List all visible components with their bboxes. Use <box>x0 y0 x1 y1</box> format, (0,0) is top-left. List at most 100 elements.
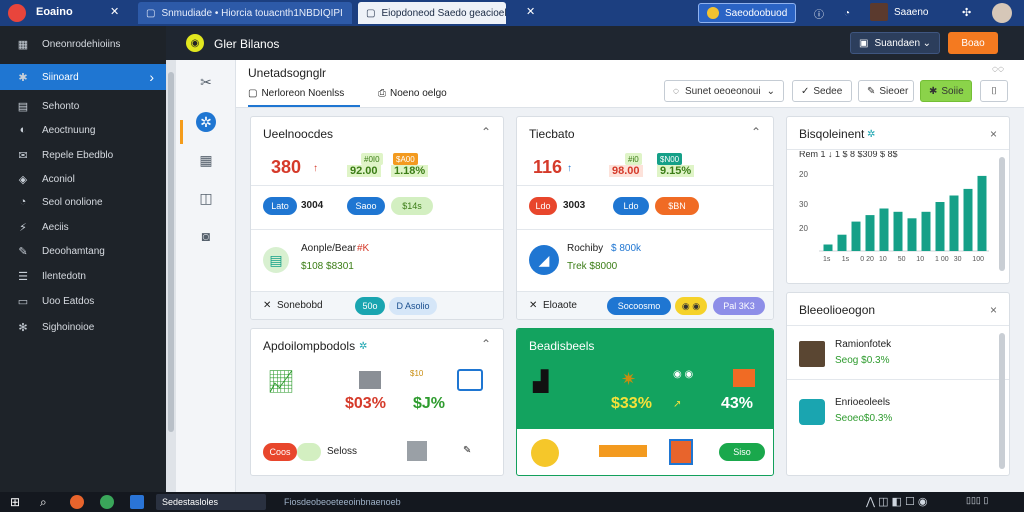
chat-icon[interactable]: ◔ <box>843 7 851 19</box>
avatar[interactable] <box>870 3 888 21</box>
book-icon <box>669 439 693 465</box>
windows-icon[interactable]: ⊞ <box>10 495 21 509</box>
chip-green[interactable]: $14s <box>391 197 433 215</box>
item-title[interactable]: Rochiby <box>567 243 604 254</box>
sidebar-item[interactable]: ▤ Sehonto <box>0 94 166 118</box>
primary-button[interactable]: ✱ Soiie <box>920 80 972 102</box>
sidebar-item[interactable]: ◐ Aeoctnuung <box>0 118 166 142</box>
chip-blue[interactable]: Lato <box>263 197 297 215</box>
metric-secondary: 92.00 <box>347 165 381 177</box>
taskbar-app-2[interactable]: Fiosdeobeoeteeoinbnaenoeb <box>284 497 401 507</box>
item-subtitle: $108 $8301 <box>301 261 354 272</box>
chevron-up-icon[interactable]: ⌃ <box>750 125 761 139</box>
chip-red[interactable]: Ldo <box>529 197 557 215</box>
window-controls-icon[interactable]: ◌◌ <box>992 64 1004 75</box>
secondary-button-2[interactable]: ✎ Sieoer <box>858 80 914 102</box>
close-icon[interactable]: × <box>989 127 997 141</box>
close-tab-icon[interactable]: ✕ <box>526 6 536 18</box>
item-icon: ◢ <box>529 245 559 275</box>
card-1: Ueelnoocdes ⌃ 380 ↑ #0I0 $A00 92.00 1.18… <box>250 116 504 320</box>
bolt-icon: ⚡︎ <box>19 221 27 234</box>
sidebar-item[interactable]: ✻ Sighoinoioe <box>0 315 166 339</box>
clock-icon[interactable]: ▯▯▯ ▯ <box>966 495 989 505</box>
close-icon[interactable]: × <box>989 303 997 317</box>
browser-icon[interactable] <box>70 495 84 509</box>
sidebar-item[interactable]: ⚡︎ Aeciis <box>0 215 166 239</box>
close-icon[interactable]: ✕ <box>110 6 120 18</box>
sidebar-item-label: Seol onolione <box>42 196 103 208</box>
tools-icon[interactable]: ✂ <box>200 73 212 90</box>
user-label[interactable]: Saaeno <box>894 7 929 18</box>
system-tray-icons[interactable]: ⋀ ◫ ◧ ☐ ◉ <box>866 496 928 508</box>
app-icon[interactable] <box>130 495 144 509</box>
avatar <box>799 399 825 425</box>
sidebar-scrollbar[interactable] <box>166 60 176 492</box>
profile-label[interactable]: Eoaino <box>36 6 73 18</box>
coin-chip[interactable]: ◉ ◉ <box>675 297 707 315</box>
sidebar-item[interactable]: ✱ Siinoard › <box>0 64 166 90</box>
bar[interactable] <box>837 234 847 251</box>
bar[interactable] <box>893 211 903 251</box>
sidebar-item[interactable]: ☰ Ilentedotn <box>0 264 166 288</box>
bar[interactable] <box>907 218 917 251</box>
footer-chip-2[interactable]: D Asolio <box>389 297 437 315</box>
bar[interactable] <box>879 208 889 252</box>
tab-secondary[interactable]: ⎙ Noeno oelgo <box>378 88 447 99</box>
cta-button[interactable]: Boao <box>948 32 998 54</box>
list-item-title[interactable]: Enrioeoleels <box>835 397 891 408</box>
taskbar-app-1[interactable]: Sedestasloles <box>156 494 266 510</box>
bar[interactable] <box>921 211 931 251</box>
settings-icon[interactable]: ✣ <box>962 7 972 19</box>
dashboard-icon[interactable]: ✲ <box>196 112 216 132</box>
tab-main[interactable]: ▢ Nerloreon Noenlss <box>248 88 344 99</box>
chevron-up-icon[interactable]: ⌃ <box>480 125 491 139</box>
card-footer: ✕ Sonebobd 50o D Asolio <box>251 291 503 319</box>
sidebar-item[interactable]: ✉ Repele Ebedblo <box>0 143 166 167</box>
footer-chip-1[interactable]: Socoosmo <box>607 297 671 315</box>
search-icon[interactable]: ⌕ <box>40 495 47 509</box>
bar[interactable] <box>865 215 875 251</box>
browser-tab-2[interactable]: ▢ Eiopdoneod Saedo geacioels <box>358 2 506 24</box>
label-strip-icon <box>599 445 647 457</box>
list-item-title[interactable]: Ramionfotek <box>835 339 892 350</box>
list-scrollbar[interactable] <box>999 333 1005 469</box>
info-icon[interactable]: ⓘ <box>814 9 824 21</box>
chip-orange[interactable]: $BN <box>655 197 699 215</box>
divider <box>787 379 1009 380</box>
bar[interactable] <box>851 221 861 251</box>
chrome-icon[interactable] <box>100 495 114 509</box>
footer-chip-2[interactable]: Pal 3K3 <box>713 297 765 315</box>
browser-tab-1[interactable]: ▢ Snmudiade • Hiorcia touacnth1NBDIQIPI <box>138 2 352 24</box>
top-dropdown-button[interactable]: ▣ Suandaen ⌄ <box>850 32 940 54</box>
chevron-up-icon[interactable]: ⌃ <box>480 337 491 351</box>
chip-blue[interactable]: Ldo <box>613 197 649 215</box>
item-title[interactable]: Aonple/Bear <box>301 243 357 254</box>
sidebar-item[interactable]: ▭ Uoo Eatdos <box>0 289 166 313</box>
bar[interactable] <box>949 195 959 252</box>
sidebar-item[interactable]: ◈ Aconiol <box>0 167 166 191</box>
bar[interactable] <box>977 175 987 251</box>
chip-red[interactable]: Coos <box>263 443 297 461</box>
secondary-button-1[interactable]: ✓ Sedee <box>792 80 852 102</box>
chart-scrollbar[interactable] <box>999 157 1005 271</box>
bar[interactable] <box>963 188 973 251</box>
view-select[interactable]: ◌ Sunet oeoeonoui ⌄ <box>664 80 784 102</box>
sidebar-item[interactable]: ◔ Seol onolione <box>0 190 166 214</box>
chip-blue-2[interactable]: Saoo <box>347 197 385 215</box>
scrollbar-thumb[interactable] <box>168 72 174 432</box>
sidebar-item[interactable]: ▦ Oneonrodehioiins <box>0 32 166 56</box>
profile-avatar[interactable] <box>992 3 1012 23</box>
chip-green[interactable]: Siso <box>719 443 765 461</box>
bar[interactable] <box>823 244 833 252</box>
building-icon[interactable]: ▦ <box>199 151 213 168</box>
extension-pill[interactable]: Saeodoobuod <box>698 3 797 23</box>
sidebar-item[interactable]: ✎ Deoohamtang <box>0 239 166 263</box>
bar[interactable] <box>935 202 945 251</box>
sidebar-item-label: Siinoard <box>42 71 79 83</box>
more-button[interactable]: ⌷ <box>980 80 1008 102</box>
divider <box>251 229 503 230</box>
message-icon[interactable]: ◫ <box>199 189 213 206</box>
footer-chip-1[interactable]: 50o <box>355 297 385 315</box>
chip-green[interactable] <box>297 443 321 461</box>
bot-icon[interactable]: ◙ <box>201 228 211 244</box>
